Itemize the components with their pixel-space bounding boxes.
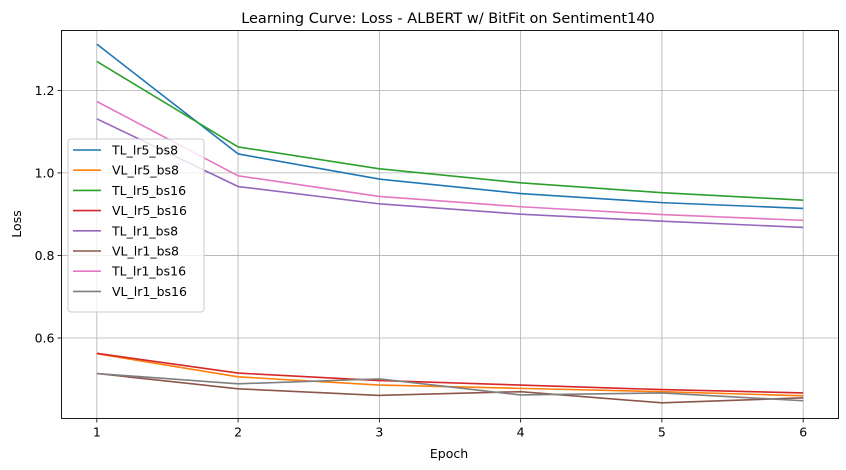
series-line-vl-lr5-bs8 bbox=[96, 352, 804, 397]
legend-label: TL_lr1_bs8 bbox=[111, 223, 178, 238]
x-tick-label: 3 bbox=[375, 425, 383, 440]
x-tick-label: 1 bbox=[93, 425, 101, 440]
legend-box bbox=[67, 138, 205, 313]
series-line-vl-lr1-bs8 bbox=[96, 372, 804, 404]
series-line-tl-lr5-bs16 bbox=[96, 60, 804, 201]
y-tick-label: 1.0 bbox=[35, 165, 55, 180]
series-line-vl-lr1-bs16 bbox=[96, 372, 804, 402]
series-line-vl-lr5-bs16 bbox=[96, 352, 804, 394]
legend-label: VL_lr1_bs8 bbox=[112, 244, 179, 259]
series-lines bbox=[96, 43, 804, 404]
legend-label: VL_lr1_bs16 bbox=[112, 284, 187, 299]
x-tick-label: 4 bbox=[517, 425, 525, 440]
grid-lines bbox=[61, 30, 839, 419]
legend-label: VL_lr5_bs8 bbox=[112, 163, 179, 178]
legend: TL_lr5_bs8 VL_lr5_bs8 TL_lr5_bs16 VL_lr5_bs… bbox=[67, 138, 205, 313]
legend-label: VL_lr5_bs16 bbox=[112, 203, 187, 218]
series-line-tl-lr1-bs8 bbox=[96, 118, 804, 229]
y-tick-label: 0.8 bbox=[35, 248, 55, 263]
x-axis-label: Epoch bbox=[430, 446, 468, 461]
legend-label: TL_lr5_bs8 bbox=[111, 143, 178, 158]
y-tick-label: 0.6 bbox=[35, 331, 55, 346]
chart-title: Learning Curve: Loss - ALBERT w/ BitFit … bbox=[241, 11, 655, 27]
series-line-tl-lr5-bs8 bbox=[96, 43, 804, 210]
y-tick-label: 1.2 bbox=[35, 83, 55, 98]
legend-label: TL_lr1_bs16 bbox=[111, 264, 186, 279]
plot-frame bbox=[61, 30, 839, 419]
axis-ticks: 1 2 3 4 5 6 0.6 0.8 1.0 1.2 bbox=[35, 83, 808, 440]
x-tick-label: 2 bbox=[234, 425, 242, 440]
y-axis-label: Loss bbox=[9, 210, 24, 237]
x-tick-label: 6 bbox=[799, 425, 807, 440]
x-tick-label: 5 bbox=[658, 425, 666, 440]
series-line-tl-lr1-bs16 bbox=[96, 100, 804, 222]
legend-label: TL_lr5_bs16 bbox=[111, 183, 186, 198]
